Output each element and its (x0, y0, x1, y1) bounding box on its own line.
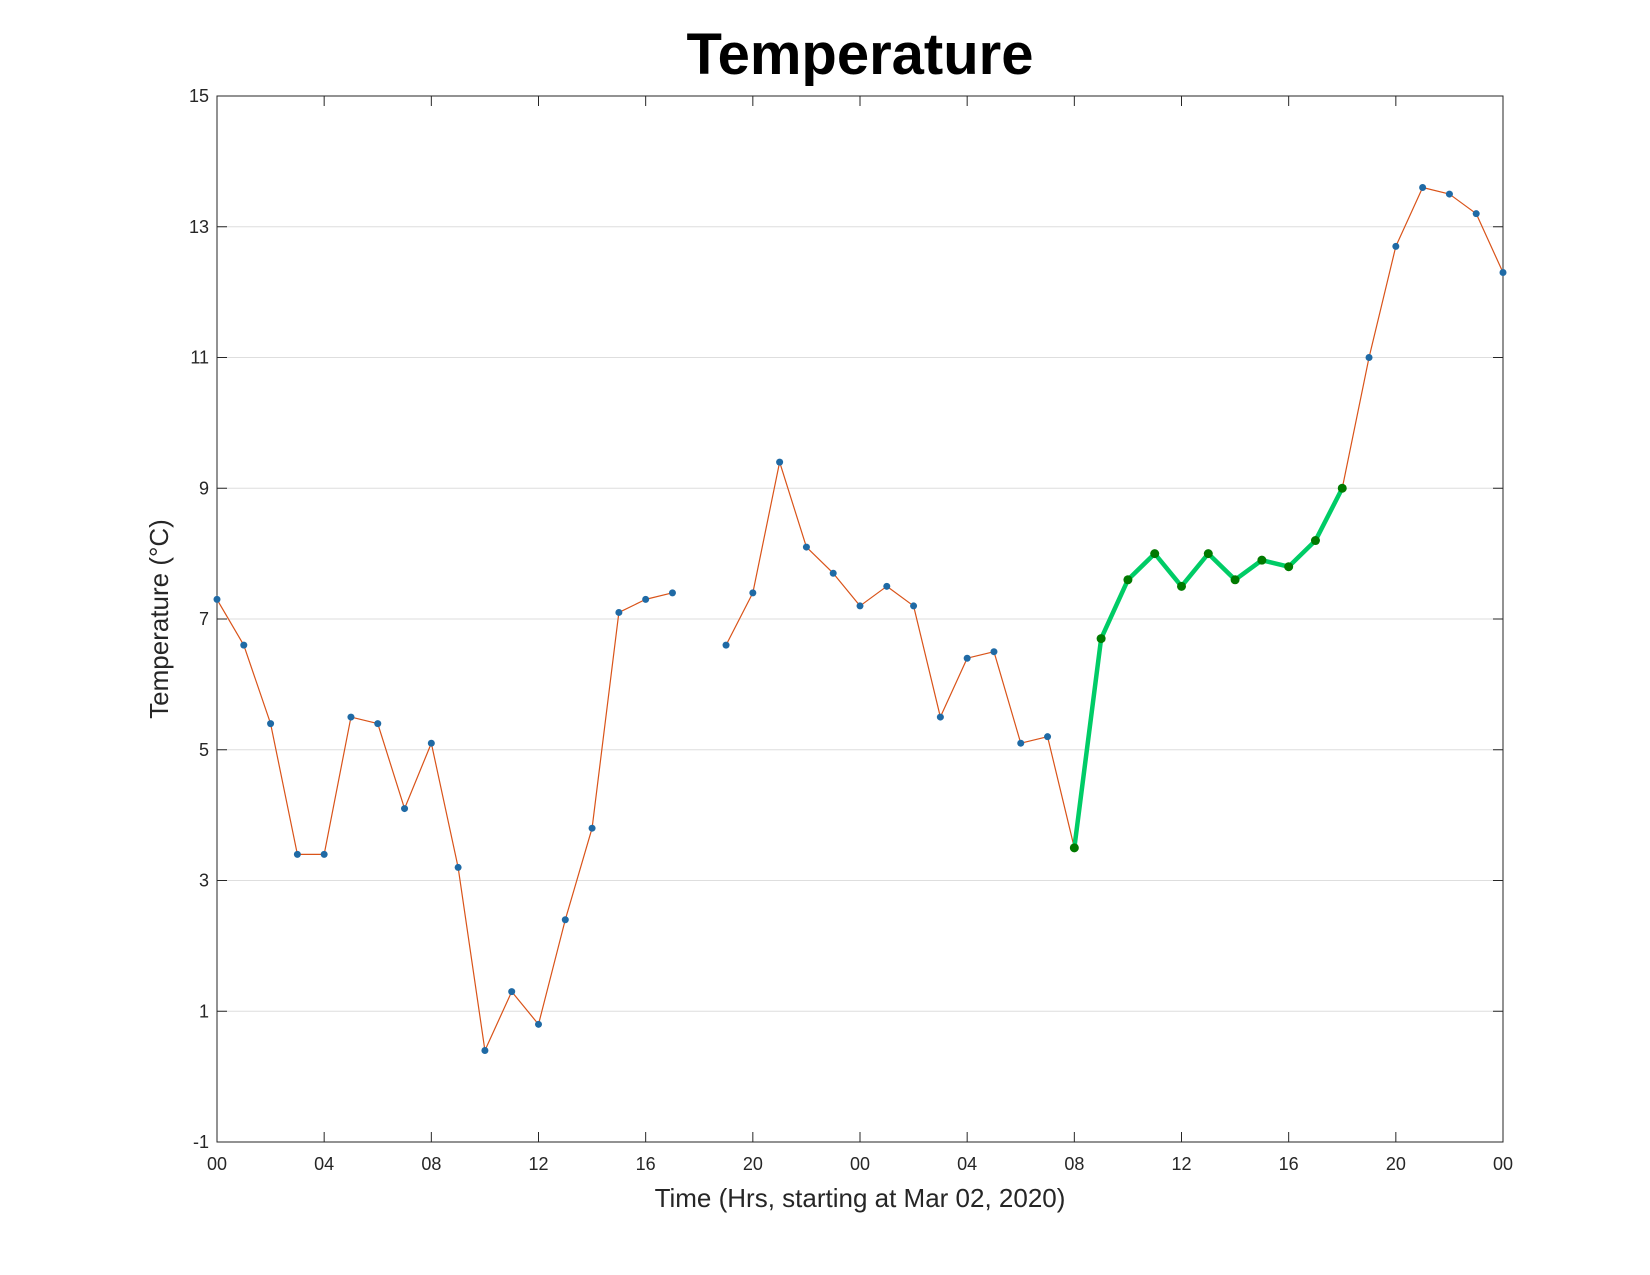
data-point (561, 916, 569, 924)
data-point (1337, 483, 1347, 493)
data-point (668, 589, 676, 597)
x-axis-label: Time (Hrs, starting at Mar 02, 2020) (655, 1183, 1066, 1213)
data-point (856, 602, 864, 610)
data-point (990, 648, 998, 656)
data-point (749, 589, 757, 597)
data-point (1445, 190, 1453, 198)
data-point (1230, 575, 1240, 585)
data-point (454, 863, 462, 871)
data-point (1472, 210, 1480, 218)
x-tick-label: 08 (1064, 1154, 1084, 1174)
data-point (1310, 536, 1320, 546)
y-tick-label: 7 (199, 609, 209, 629)
data-point (1203, 549, 1213, 559)
x-tick-label: 00 (1493, 1154, 1513, 1174)
data-point (481, 1046, 489, 1054)
data-point (615, 608, 623, 616)
y-axis-label: Temperature (°C) (144, 519, 174, 719)
data-point (642, 595, 650, 603)
data-point (1257, 555, 1267, 565)
x-tick-label: 20 (1386, 1154, 1406, 1174)
data-point (722, 641, 730, 649)
data-point (829, 569, 837, 577)
data-point (1069, 843, 1079, 853)
data-point (1123, 575, 1133, 585)
data-point (910, 602, 918, 610)
x-tick-label: 04 (957, 1154, 977, 1174)
y-tick-label: -1 (193, 1132, 209, 1152)
data-point (1150, 549, 1160, 559)
data-series (213, 184, 1507, 1054)
data-point (1096, 634, 1106, 644)
x-tick-label: 16 (1279, 1154, 1299, 1174)
data-point (213, 595, 221, 603)
data-point (320, 850, 328, 858)
y-tick-label: 9 (199, 478, 209, 498)
data-point (1365, 354, 1373, 361)
data-point (802, 543, 810, 551)
x-tick-label: 12 (1171, 1154, 1191, 1174)
data-point (267, 720, 275, 728)
data-point (1284, 562, 1294, 572)
data-point (776, 458, 784, 466)
y-tick-label: 5 (199, 740, 209, 760)
data-point (883, 582, 891, 590)
data-point (535, 1020, 542, 1028)
x-tick-label: 08 (421, 1154, 441, 1174)
x-tick-label: 12 (528, 1154, 548, 1174)
x-tick-label: 04 (314, 1154, 334, 1174)
y-tick-label: 13 (189, 217, 209, 237)
data-point (374, 720, 382, 728)
data-point (963, 654, 971, 662)
data-point (1177, 581, 1186, 591)
data-point (588, 824, 596, 832)
series-2 (1069, 483, 1347, 853)
data-point (508, 988, 516, 996)
x-tick-label: 00 (207, 1154, 227, 1174)
data-point (1044, 733, 1052, 741)
data-point (401, 805, 409, 813)
data-point (347, 713, 355, 721)
data-point (427, 739, 435, 747)
y-tick-label: 3 (199, 871, 209, 891)
y-tick-label: 15 (189, 86, 209, 106)
data-point (240, 641, 248, 649)
data-point (1017, 739, 1025, 747)
data-point (936, 713, 944, 721)
x-tick-label: 20 (743, 1154, 763, 1174)
data-point (1499, 269, 1507, 277)
data-point (1392, 242, 1400, 250)
data-point (1419, 184, 1427, 192)
data-point (293, 850, 301, 858)
chart-title: Temperature (686, 22, 1033, 87)
x-tick-label: 00 (850, 1154, 870, 1174)
y-tick-label: 11 (190, 348, 209, 368)
y-tick-label: 1 (199, 1001, 209, 1021)
x-tick-label: 16 (636, 1154, 656, 1174)
grid-lines (217, 226, 1503, 1012)
